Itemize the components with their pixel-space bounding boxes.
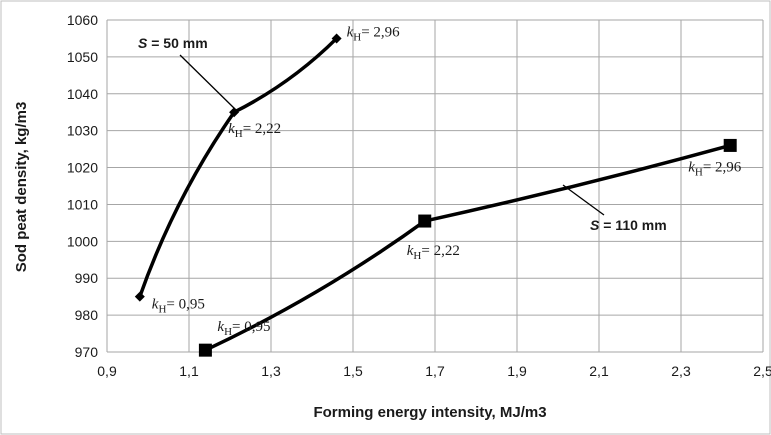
k-value: = 0,95 [166,297,204,313]
x-axis-title: Forming energy intensity, MJ/m3 [313,404,546,421]
s110-rest: = 110 mm [599,217,666,233]
grid-lines [106,19,764,353]
y-tick-labels: 970 980 990 1000 1010 1020 1030 1040 1050 1060 [67,12,98,360]
square-marker [418,214,432,228]
x-tick-label: 1,7 [425,363,445,379]
square-marker [723,138,737,152]
series-line [138,36,339,299]
k-symbol: k [228,121,235,137]
k-symbol: k [217,319,224,335]
point-label: kH= 0,95 [152,297,205,316]
s50-rest: = 50 mm [147,35,207,51]
y-tick-label: 1030 [67,123,98,139]
series-label-s50: S = 50 mm [138,35,208,51]
y-axis-title: Sod peat density, kg/m3 [13,102,30,273]
k-subscript: H [235,128,243,140]
series-markers [134,33,737,357]
y-tick-label: 1040 [67,86,98,102]
point-label: kH= 0,95 [217,319,270,338]
x-tick-label: 2,1 [589,363,609,379]
s50-symbol: S [138,35,148,51]
x-tick-labels: 0,9 1,1 1,3 1,5 1,7 1,9 2,1 2,3 2,5 [97,363,771,379]
point-label: kH= 2,96 [688,159,742,178]
diamond-marker [134,291,145,302]
k-value: = 0,95 [232,319,270,335]
k-subscript: H [695,166,703,178]
x-tick-label: 1,9 [507,363,527,379]
x-tick-label: 1,1 [179,363,199,379]
k-subscript: H [353,31,361,43]
y-tick-label: 990 [75,270,99,286]
series-pointer-s110 [562,184,605,216]
y-tick-label: 980 [75,307,99,323]
x-tick-label: 1,3 [261,363,281,379]
y-tick-label: 1010 [67,196,98,212]
k-symbol: k [152,297,159,313]
y-tick-label: 970 [75,344,99,360]
k-subscript: H [413,250,421,262]
x-tick-label: 1,5 [343,363,363,379]
k-value: = 2,22 [421,243,459,259]
y-tick-label: 1050 [67,49,98,65]
square-marker [198,343,212,357]
diamond-marker [229,107,240,118]
series-label-s110: S = 110 mm [590,217,667,233]
k-symbol: k [347,24,354,40]
diamond-marker [331,33,342,44]
k-symbol: k [407,243,414,259]
x-tick-label: 2,3 [671,363,691,379]
point-label: kH= 2,22 [228,121,281,140]
k-value: = 2,22 [243,121,281,137]
s110-symbol: S [590,217,600,233]
k-subscript: H [224,326,232,338]
k-value: = 2,96 [361,24,400,40]
k-value: = 2,96 [703,159,742,175]
x-tick-label: 0,9 [97,363,117,379]
k-subscript: H [158,304,166,316]
y-tick-label: 1000 [67,233,98,249]
k-symbol: k [688,159,695,175]
y-tick-label: 1020 [67,160,98,176]
x-tick-label: 2,5 [753,363,771,379]
y-tick-label: 1060 [67,12,98,28]
point-label: kH= 2,96 [347,24,401,43]
series-pointer-s50 [179,54,237,111]
point-label: kH= 2,22 [407,243,460,262]
